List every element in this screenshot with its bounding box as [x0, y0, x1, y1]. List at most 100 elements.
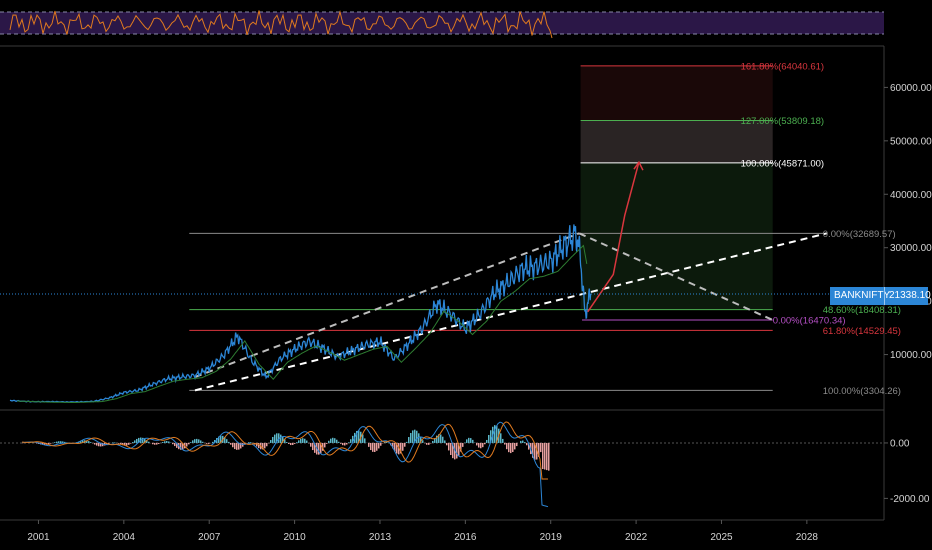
macd-bar: [326, 442, 328, 444]
macd-bar: [336, 439, 338, 443]
macd-bar: [256, 442, 258, 447]
macd-bar: [96, 442, 98, 446]
macd-bar: [198, 439, 200, 443]
macd-bar: [250, 442, 252, 443]
macd-bar: [368, 442, 370, 447]
macd-bar: [434, 438, 436, 443]
macd-bar: [420, 436, 422, 443]
macd-bar: [494, 425, 496, 443]
macd-bar: [348, 442, 350, 443]
macd-bar: [418, 433, 420, 443]
time-tick-label: 2022: [625, 532, 648, 543]
macd-bar: [302, 438, 304, 443]
macd-bar: [486, 439, 488, 443]
macd-bar: [240, 442, 242, 449]
macd-bar: [438, 434, 440, 443]
macd-bar: [534, 442, 536, 460]
macd-bar: [446, 442, 448, 446]
macd-bar: [502, 438, 504, 443]
macd-bar: [82, 440, 84, 443]
macd-bar: [124, 442, 126, 446]
macd-bar: [182, 442, 184, 450]
macd-bar: [506, 442, 508, 450]
macd-bar: [536, 442, 538, 460]
macd-bar: [510, 442, 512, 454]
macd-bar: [322, 442, 324, 451]
macd-bar: [234, 442, 236, 450]
macd-bar: [532, 442, 534, 458]
macd-bar: [128, 442, 130, 445]
last-price-value: 21338.10: [884, 287, 931, 305]
macd-panel: 0.00 -2000.00: [0, 421, 930, 508]
fib-retracement-label: 0.00%(32689.57): [823, 229, 896, 240]
macd-bar: [300, 438, 302, 443]
macd-bar: [470, 438, 472, 443]
price-tick-label: 60000.00: [890, 83, 932, 94]
macd-bar: [120, 442, 122, 445]
last-price-badge: BANKNIFTY21338.10: [830, 287, 931, 305]
fib-labels: 161.80%(64040.61) 127.00%(53809.18) 100.00…: [741, 61, 901, 397]
macd-bar: [410, 433, 412, 443]
macd-bar: [192, 440, 194, 443]
macd-bar: [194, 439, 196, 443]
macd-bar: [314, 442, 316, 453]
macd-bar: [468, 437, 470, 443]
macd-bar: [172, 442, 174, 445]
fib-retracement-label: 48.60%(18408.31): [823, 305, 901, 316]
macd-bar: [386, 441, 388, 443]
fib-extension-label: 127.00%(53809.18): [741, 116, 824, 127]
macd-bar: [284, 439, 286, 443]
macd-bar: [436, 435, 438, 443]
macd-bar: [520, 440, 522, 443]
macd-bar: [98, 442, 100, 447]
macd-bar: [226, 439, 228, 443]
macd-bar: [334, 438, 336, 443]
macd-bar: [450, 442, 452, 455]
fib-retracement-label: 61.80%(14529.45): [823, 326, 901, 337]
time-tick-label: 2001: [27, 532, 50, 543]
fib-retracement-label: 100.00%(3304.26): [823, 386, 901, 397]
macd-bar: [142, 437, 144, 443]
macd-bar: [522, 440, 524, 443]
macd-bar: [60, 441, 62, 443]
macd-bar: [394, 442, 396, 452]
macd-bar: [90, 442, 92, 443]
macd-bar: [66, 442, 68, 443]
macd-bar: [330, 438, 332, 443]
macd-bar: [444, 440, 446, 443]
macd-bar: [154, 442, 156, 445]
macd-bar: [526, 442, 528, 446]
macd-bar: [238, 442, 240, 450]
macd-bar: [148, 441, 150, 443]
macd-bar: [306, 440, 308, 443]
macd-bar: [312, 442, 314, 451]
macd-bar: [372, 442, 374, 452]
macd-bar: [146, 440, 148, 443]
macd-bar: [80, 440, 82, 443]
macd-bar: [544, 442, 546, 470]
macd-bar: [496, 425, 498, 443]
macd-bar: [118, 442, 120, 444]
macd-bar: [370, 442, 372, 451]
macd-bar: [378, 442, 380, 449]
macd-bar: [318, 442, 320, 455]
macd-bar: [440, 434, 442, 443]
macd-bar: [408, 437, 410, 443]
macd-bar: [524, 442, 526, 443]
macd-bar: [54, 442, 56, 443]
macd-bar: [122, 442, 124, 446]
macd-bar: [188, 442, 190, 445]
ticker-symbol: BANKNIFTY: [834, 290, 891, 301]
macd-bar: [478, 442, 480, 448]
macd-bar: [200, 440, 202, 443]
fib-extension-label: 161.80%(64040.61): [741, 61, 824, 72]
macd-bar: [320, 442, 322, 454]
macd-bar: [248, 442, 250, 443]
projection-arrowhead: [633, 160, 644, 171]
trendline: [194, 232, 828, 392]
macd-bar: [196, 438, 198, 443]
macd-bar: [236, 442, 238, 450]
macd-bar: [350, 439, 352, 443]
macd-bar: [456, 442, 458, 459]
